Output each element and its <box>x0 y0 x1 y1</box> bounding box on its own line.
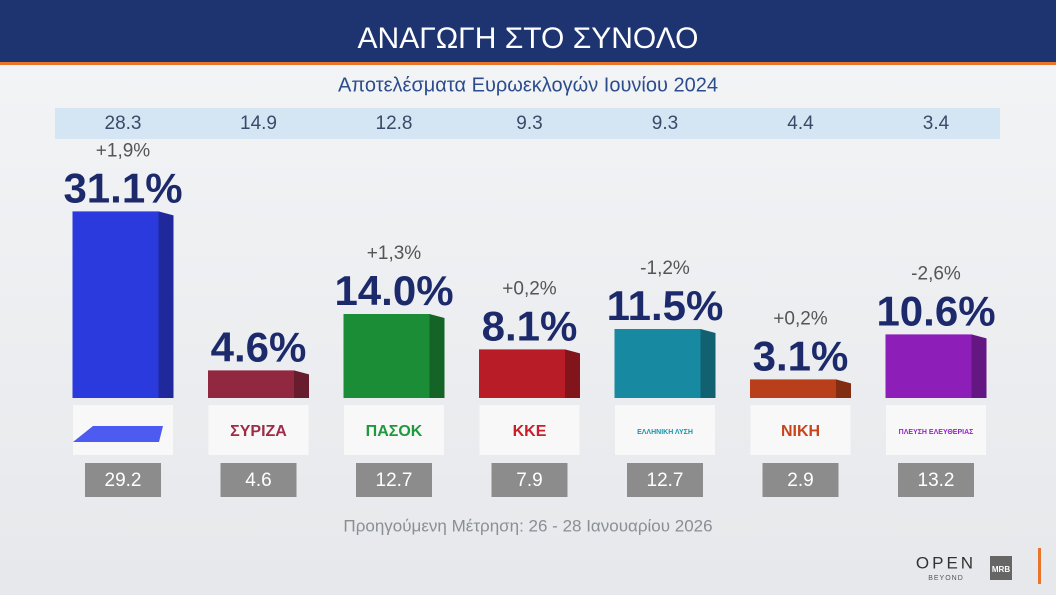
previous-box <box>898 463 974 497</box>
party-logo: ΕΛΛΗΝΙΚΗ ΛΥΣΗ <box>637 429 693 436</box>
euro-value: 9.3 <box>516 113 542 134</box>
previous-value: 7.9 <box>516 470 542 491</box>
value-label: 8.1% <box>482 302 578 349</box>
brand-rule <box>1038 548 1041 584</box>
logo-box <box>750 405 851 455</box>
euro-value: 9.3 <box>652 113 678 134</box>
change-label: -1,2% <box>640 258 690 279</box>
previous-value: 13.2 <box>918 470 955 491</box>
logo-box <box>615 405 715 455</box>
footnote: Προηγούμενη Μέτρηση: 26 - 28 Ιανουαρίου … <box>343 516 712 535</box>
euro-value: 4.4 <box>787 113 814 134</box>
chart-title: ΑΝΑΓΩΓΗ ΣΤΟ ΣΥΝΟΛΟ <box>358 22 699 55</box>
bar-side <box>429 314 445 398</box>
change-label: +0,2% <box>502 278 557 299</box>
previous-value: 12.7 <box>647 470 684 491</box>
bar <box>72 211 159 398</box>
euro-value: 3.4 <box>923 113 950 134</box>
bar <box>343 314 430 398</box>
change-label: +1,9% <box>96 140 151 161</box>
logo-box <box>208 405 309 455</box>
bar-shine <box>614 329 701 398</box>
previous-box <box>220 463 297 497</box>
bar-side <box>294 370 309 398</box>
bar <box>885 334 972 398</box>
party-logo: ΣΥΡΙΖΑ <box>230 423 287 440</box>
bar-shine <box>72 211 159 398</box>
value-label: 4.6% <box>211 323 307 370</box>
chart-subtitle: Αποτελέσματα Ευρωεκλογών Ιουνίου 2024 <box>338 74 718 96</box>
channel-logo: OPEN <box>916 553 976 572</box>
euro-value: 28.3 <box>105 113 142 134</box>
bar-side <box>971 334 987 398</box>
previous-box <box>356 463 432 497</box>
change-label: +0,2% <box>773 308 828 329</box>
bar-side <box>565 349 580 398</box>
pollster-box <box>990 556 1012 580</box>
bar <box>479 349 565 398</box>
bar <box>614 329 701 398</box>
bar-side <box>700 329 716 398</box>
bar-shine <box>885 334 972 398</box>
logo-box <box>886 405 986 455</box>
party-logo: ΝΙΚΗ <box>781 423 820 440</box>
party-logo-mark <box>73 426 163 442</box>
value-label: 10.6% <box>876 287 995 334</box>
value-label: 31.1% <box>63 164 182 211</box>
bar-shine <box>208 370 294 398</box>
previous-box <box>627 463 703 497</box>
previous-value: 29.2 <box>105 470 142 491</box>
bar <box>750 379 836 398</box>
value-label: 3.1% <box>753 332 849 379</box>
logo-box <box>479 405 580 455</box>
previous-value: 4.6 <box>245 470 271 491</box>
logo-box <box>344 405 444 455</box>
change-label: +1,3% <box>367 243 422 264</box>
previous-box <box>85 463 161 497</box>
bar-side <box>158 211 174 398</box>
bar-shine <box>479 349 565 398</box>
title-rule <box>0 62 1056 65</box>
party-logo: ΠΛΕΥΣΗ ΕΛΕΥΘΕΡΙΑΣ <box>899 429 974 436</box>
pollster-logo: MRB <box>992 565 1010 574</box>
change-label: -2,6% <box>911 263 961 284</box>
euro-value: 12.8 <box>376 113 413 134</box>
party-logo: ΚΚΕ <box>513 423 547 440</box>
bar-side <box>836 379 851 398</box>
title-band <box>0 0 1056 62</box>
euro-band <box>55 108 1000 139</box>
bar <box>208 370 294 398</box>
bar-shine <box>750 379 836 398</box>
previous-value: 2.9 <box>787 470 813 491</box>
previous-value: 12.7 <box>376 470 413 491</box>
party-logo: ΠΑΣΟΚ <box>366 423 423 440</box>
previous-box <box>491 463 568 497</box>
value-label: 14.0% <box>334 267 453 314</box>
previous-box <box>762 463 839 497</box>
channel-tagline: BEYOND <box>928 575 964 582</box>
euro-value: 14.9 <box>240 113 277 134</box>
value-label: 11.5% <box>607 282 724 329</box>
bar-shine <box>343 314 430 398</box>
